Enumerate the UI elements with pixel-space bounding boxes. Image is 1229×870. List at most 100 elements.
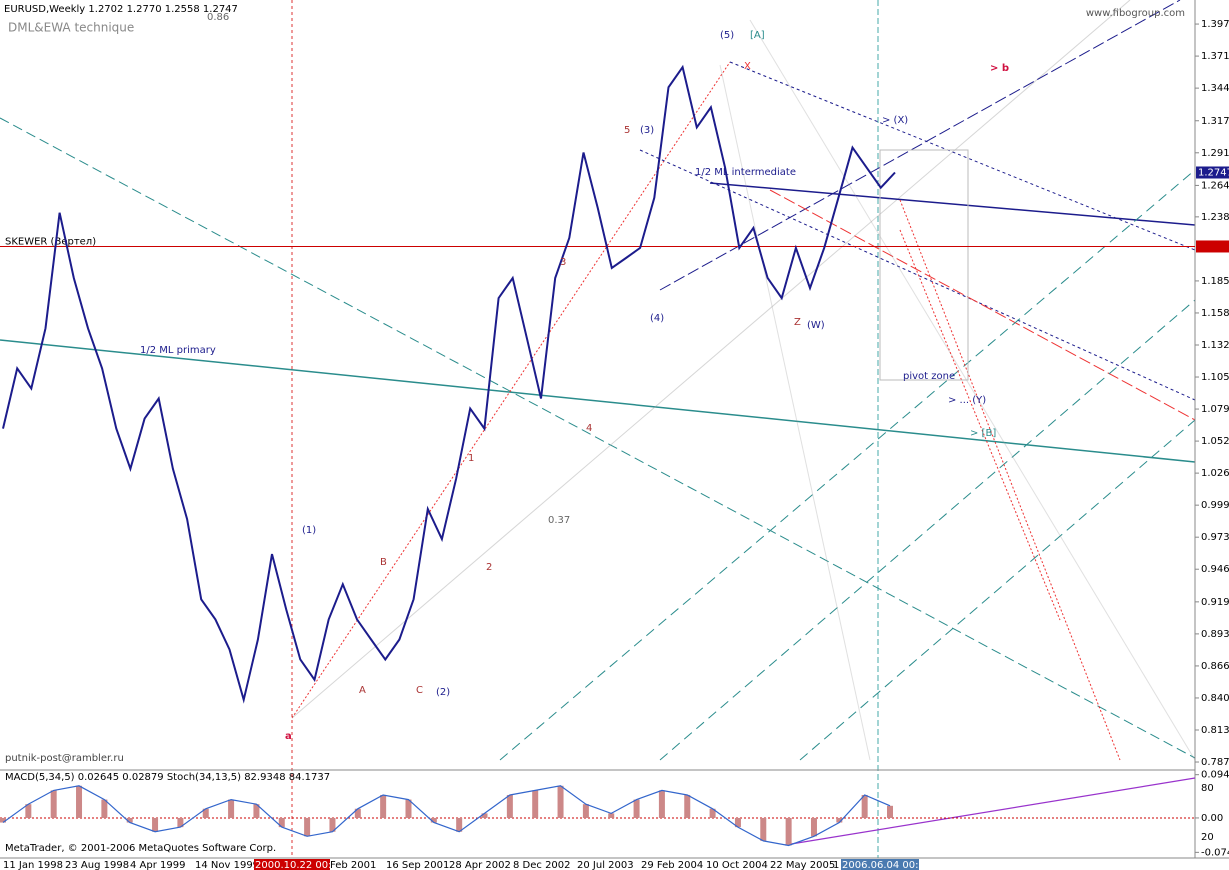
macd-bar [633,799,640,818]
x-tick-label: Feb 2001 [330,860,376,870]
macd-bar [861,794,868,818]
skewer-price-box [1196,240,1229,253]
macd-bar [278,817,285,828]
y-tick-label: 1.2910 [1201,148,1229,159]
macd-bar [709,808,716,818]
price-line [2,64,896,704]
macd-bar [810,817,817,837]
y-tick-label: 1.2640 [1201,180,1229,191]
annotation: 4 [586,423,592,434]
x-tick-label: 22 May 2005 [770,860,835,870]
annotation: pivot zone [903,371,955,382]
current-price-label: 1.2747 [1198,167,1229,178]
macd-bar [228,799,235,818]
y-tick-label: 0.8135 [1201,725,1229,736]
macd-bar [456,817,463,832]
annotation: [A] [750,30,765,41]
annotation: 0.86 [207,12,229,23]
annotation: > [B] [970,428,996,439]
x-tick-label: 8 Dec 2002 [513,860,571,870]
y-tick-label: 1.0525 [1201,436,1229,447]
macd-bar [430,817,437,823]
x-tick-label: 2000.10.22 00:00 [255,860,344,870]
macd-bar [582,804,589,818]
x-tick-label: 14 Nov 1999 [195,860,259,870]
y-tick-label: 1.1055 [1201,372,1229,383]
macd-bar [152,817,159,832]
annotation: 5 [624,125,630,136]
macd-bar [50,790,57,818]
macd-bar [836,817,843,823]
x-label-highlight [254,859,330,870]
macd-bar [532,790,539,818]
macd-bar [101,799,108,818]
indicator-title: MACD(5,34,5) 0.02645 0.02879 Stoch(34,13… [5,772,330,783]
y-tick-label: 0.9195 [1201,597,1229,608]
y-tick-label: 1.3445 [1201,83,1229,94]
macd-bar [734,817,741,828]
x-tick-label: 29 Feb 2004 [641,860,703,870]
current-price-box [1196,166,1229,179]
annotation: > ... (Y) [948,395,986,406]
macd-bar [887,805,893,818]
copyright: MetaTrader, © 2001-2006 MetaQuotes Softw… [5,843,276,854]
x-tick-label: 11 Jan 1998 [3,860,63,870]
chart-title: EURUSD,Weekly 1.2702 1.2770 1.2558 1.274… [4,4,238,15]
y-tick-label: 1.3975 [1201,19,1229,30]
indicator-tick-label: 0.00 [1201,813,1223,824]
macd-bar [684,794,691,818]
annotation: > b [990,63,1009,74]
annotation: 1/2 ML primary [140,345,216,356]
macd-bar [658,790,665,818]
annotation: a [285,731,292,742]
annotation: C [416,685,423,696]
macd-bar [177,817,184,828]
annotation: 1/2 ML intermediate [695,167,796,178]
macd-bar [25,804,32,818]
macd-bar [785,817,792,846]
y-tick-label: 0.8665 [1201,661,1229,672]
macd-bar [202,808,209,818]
macd-bar [354,808,361,818]
stoch-level-label: 80 [1201,783,1214,794]
macd-bar [380,794,387,818]
macd-line [2,785,891,847]
annotation: X [744,61,751,72]
macd-bar [0,817,6,823]
y-tick-label: 1.2380 [1201,212,1229,223]
annotation: 2 [486,562,492,573]
y-tick-label: 1.1320 [1201,340,1229,351]
annotation: 3 [560,257,566,268]
annotation: putnik-post@rambler.ru [5,753,124,764]
y-tick-label: 0.9995 [1201,500,1229,511]
macd-bar [76,785,83,818]
macd-bar [557,785,564,818]
y-tick-label: 0.9465 [1201,564,1229,575]
macd-bar [760,817,767,841]
annotation: 1 [468,453,474,464]
macd-bar [608,813,615,818]
annotation: (5) [720,30,734,41]
annotation: (1) [302,525,316,536]
macd-bar [304,817,311,837]
macd-bar [405,799,412,818]
annotation: A [359,685,366,696]
stoch-level-label: 20 [1201,832,1214,843]
annotation: Z [794,317,801,328]
skewer-label: SKEWER (Вертел) [5,236,96,247]
y-tick-label: 1.0790 [1201,404,1229,415]
y-tick-label: 1.185 [1201,276,1229,287]
y-tick-label: 1.1585 [1201,308,1229,319]
x-tick-label: 20 Jul 2003 [577,860,634,870]
annotation: (2) [436,687,450,698]
x-tick-label: 23 Aug 1998 [65,860,129,870]
x-tick-label: 1 [833,860,839,870]
indicator-tick-label: 0.09416 [1201,770,1229,781]
macd-bar [481,813,488,818]
annotation: > (X) [882,115,908,126]
x-tick-label: 10 Oct 2004 [706,860,768,870]
